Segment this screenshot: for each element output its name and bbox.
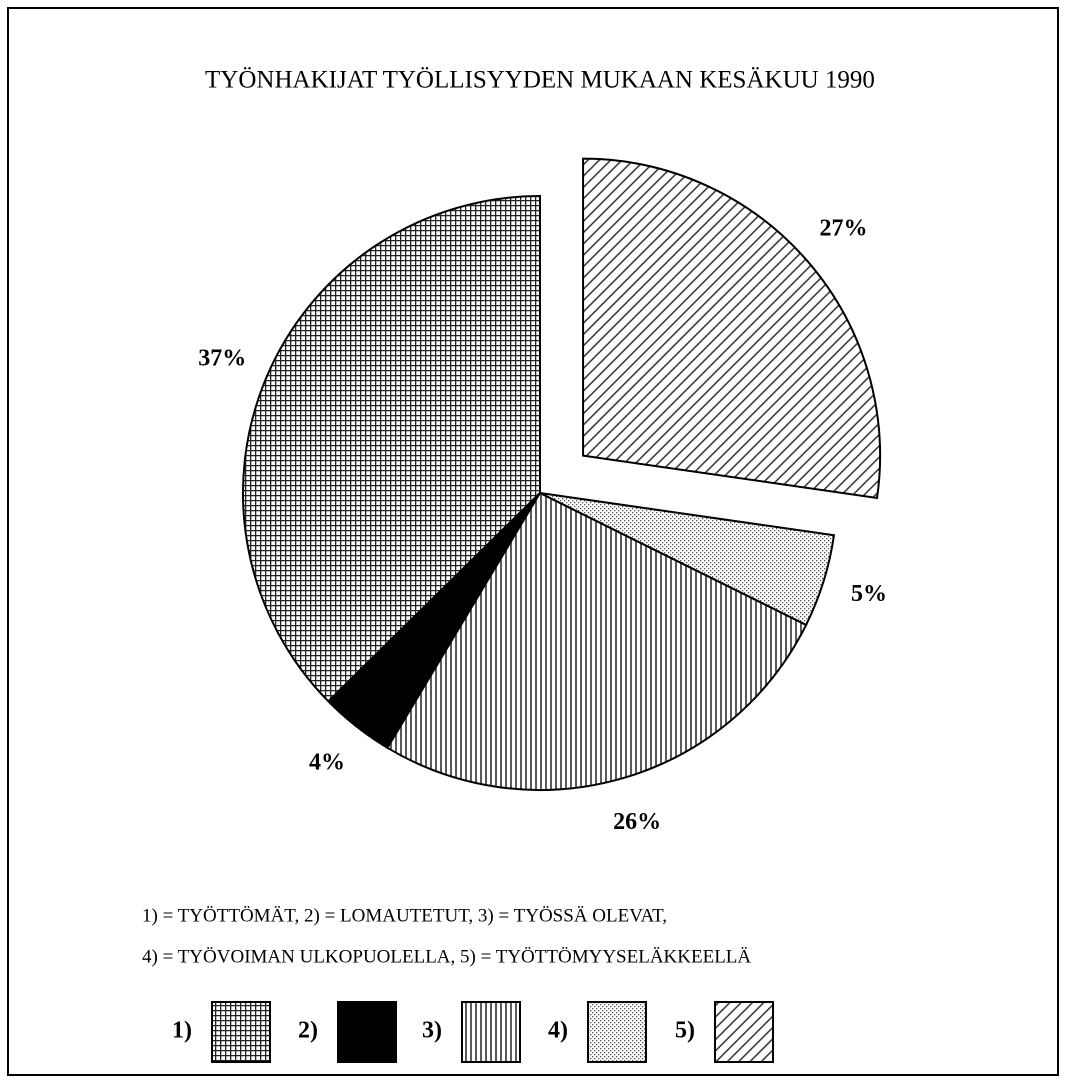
legend-swatch [461,1001,521,1063]
chart-title: TYÖNHAKIJAT TYÖLLISYYDEN MUKAAN KESÄKUU … [205,67,875,94]
frame [7,7,1059,1076]
pie-slice [386,491,808,791]
legend-swatch [337,1001,397,1063]
legend-note: 1) = TYÖTTÖMÄT, 2) = LOMAUTETUT, 3) = TY… [142,905,667,926]
pie-slice [582,157,882,500]
legend-label: 2) [298,1018,318,1044]
legend-swatch [587,1001,647,1063]
pie-slice [242,194,541,703]
data-label: 27% [819,216,867,242]
legend-label: 5) [675,1018,695,1044]
data-label: 37% [198,345,246,371]
legend-label: 1) [172,1018,192,1044]
data-label: 5% [851,581,887,607]
legend-swatch [211,1001,271,1063]
data-label: 26% [613,809,661,835]
legend-label: 4) [548,1018,568,1044]
legend-label: 3) [422,1018,442,1044]
legend-swatch [714,1001,774,1063]
pie-slice [539,492,836,627]
legend-note: 4) = TYÖVOIMAN ULKOPUOLELLA, 5) = TYÖTTÖ… [142,946,751,967]
data-label: 4% [309,749,345,775]
